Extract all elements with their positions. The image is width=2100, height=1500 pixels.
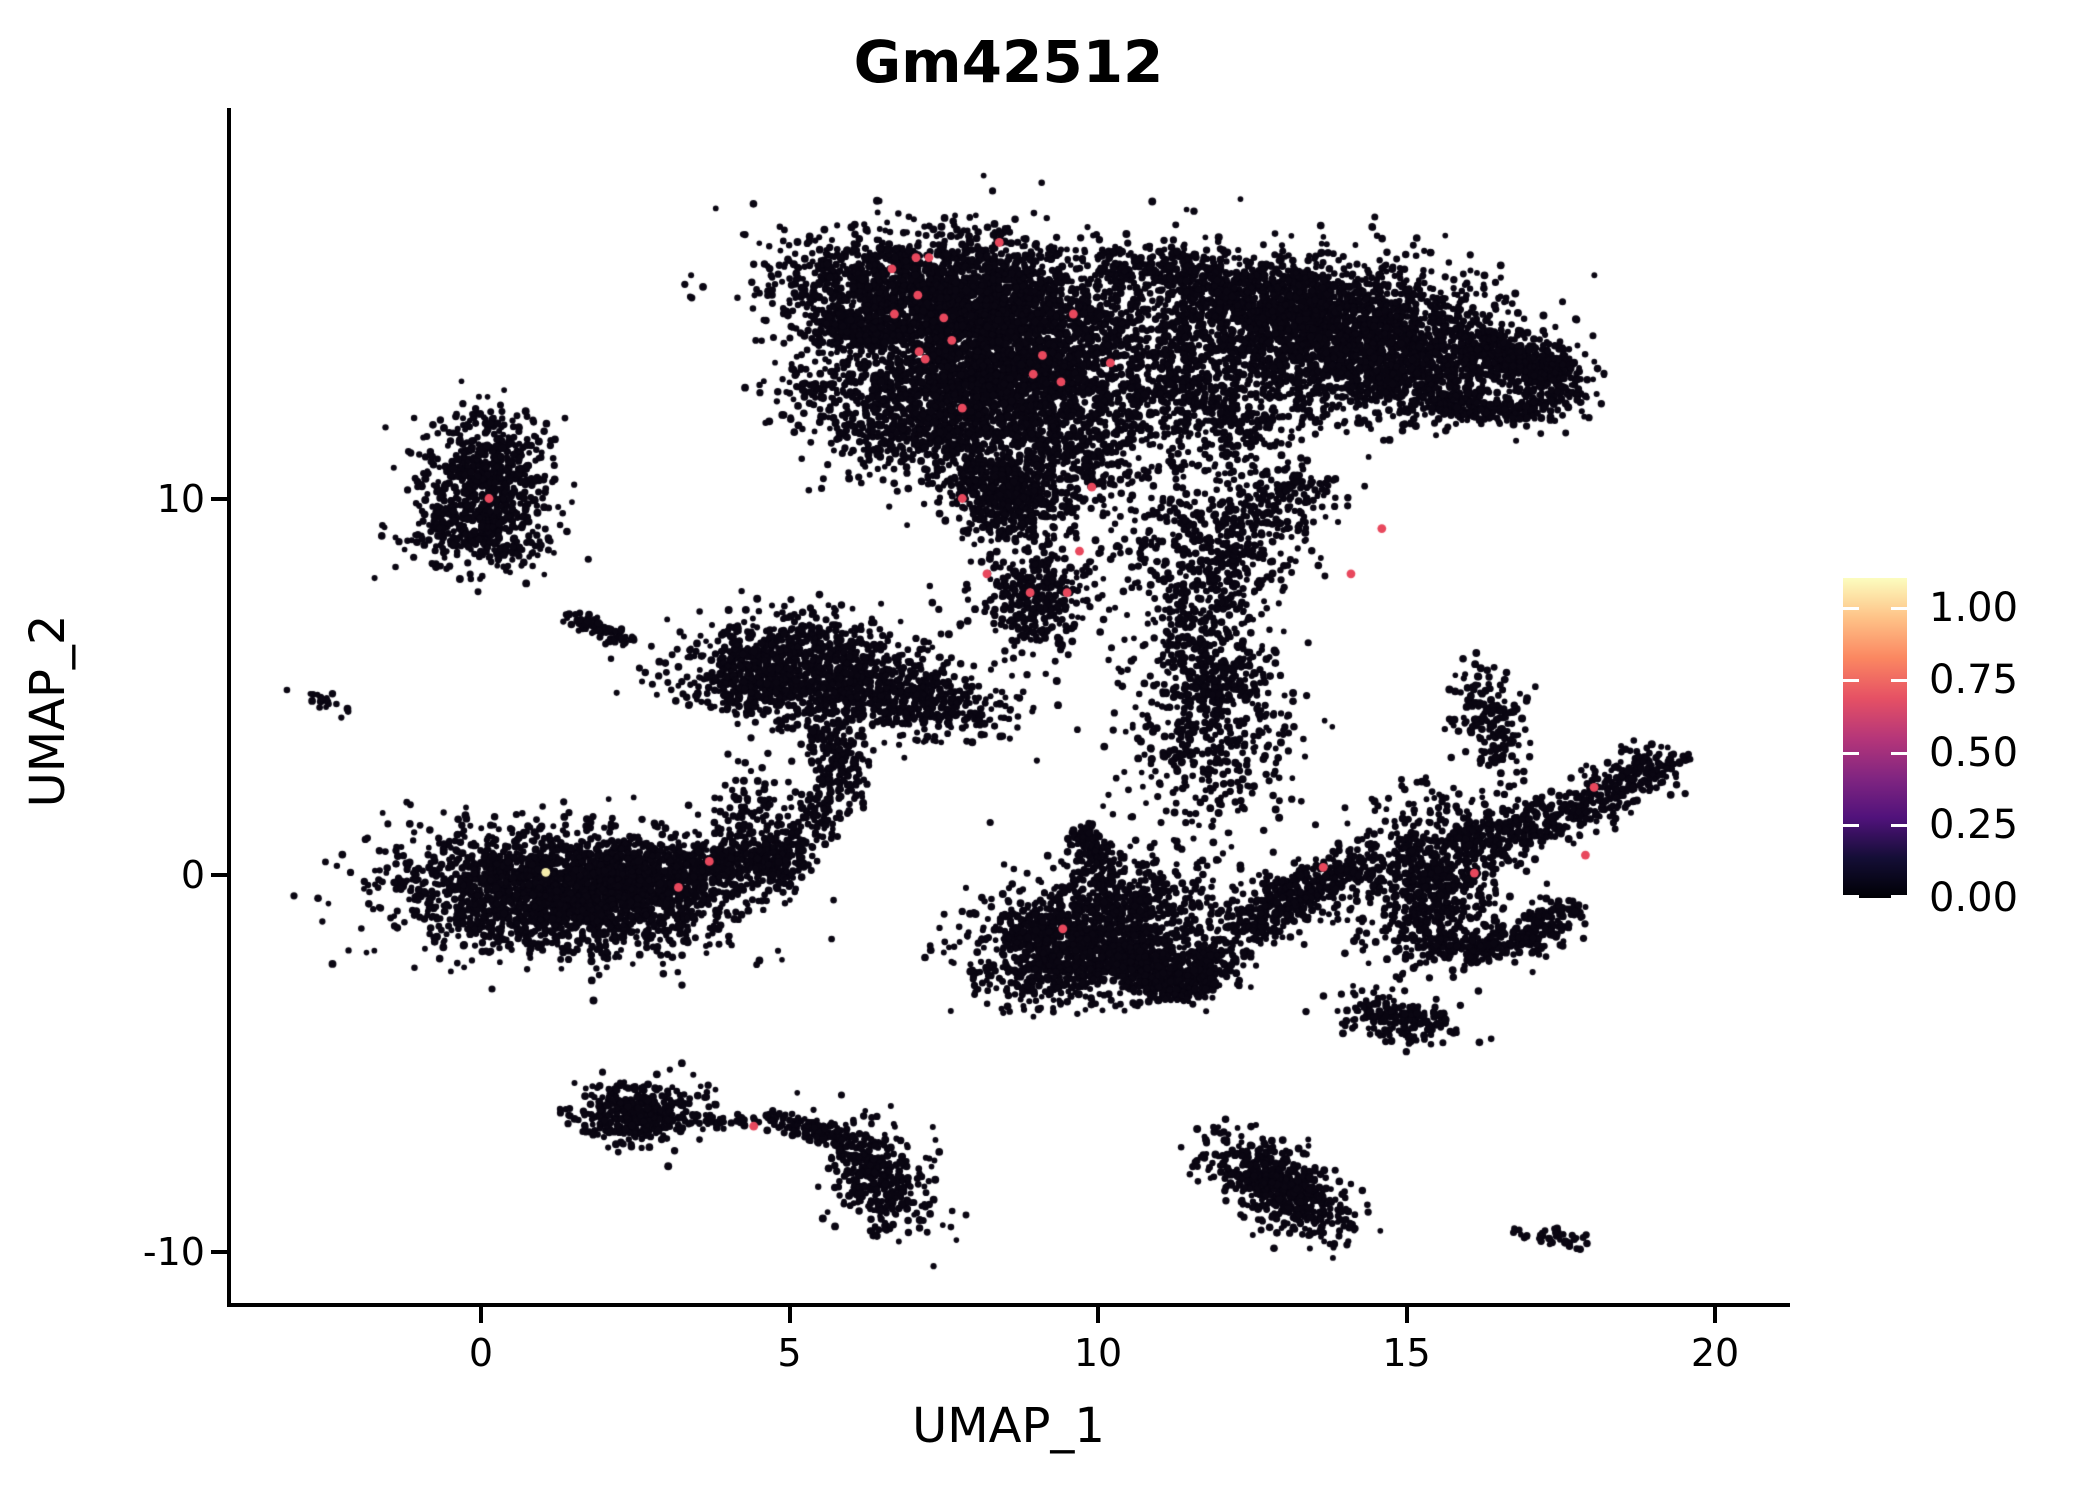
colorbar-legend: 1.00 0.75 0.50 0.25 0.00 (1843, 578, 2100, 918)
x-tick-mark (1713, 1307, 1717, 1323)
colorbar-tick-mark (1843, 823, 1859, 827)
colorbar-gradient (1843, 578, 1907, 898)
x-tick-mark (1404, 1307, 1409, 1323)
plot-title: Gm42512 (853, 28, 1164, 96)
y-tick-mark (211, 873, 227, 877)
colorbar-tick-label: 1.00 (1929, 585, 2019, 632)
x-tick-label: 20 (1690, 1331, 1740, 1375)
x-tick-label: 10 (1073, 1331, 1123, 1375)
colorbar-tick-mark (1843, 751, 1859, 755)
colorbar-tick-mark (1891, 751, 1907, 755)
y-axis-line (227, 108, 231, 1307)
y-tick-mark (211, 1249, 227, 1254)
colorbar-tick-mark (1843, 606, 1859, 610)
x-axis-title: UMAP_1 (912, 1398, 1105, 1454)
x-tick-label: 5 (777, 1331, 802, 1375)
colorbar-tick-mark (1891, 895, 1907, 898)
colorbar-tick-mark (1891, 606, 1907, 610)
colorbar-tick-mark (1891, 823, 1907, 827)
colorbar-tick-mark (1843, 678, 1859, 682)
x-tick-mark (787, 1307, 792, 1323)
colorbar-tick-label: 0.25 (1929, 802, 2019, 849)
y-tick-label: 10 (156, 476, 205, 521)
y-axis-title: UMAP_2 (20, 614, 76, 808)
colorbar-tick-mark (1891, 678, 1907, 682)
x-axis-line (227, 1303, 1790, 1307)
y-tick-mark (211, 496, 227, 501)
y-tick-label: 0 (180, 853, 205, 897)
x-tick-label: 15 (1382, 1331, 1431, 1375)
colorbar-tick-label: 0.50 (1929, 730, 2019, 777)
x-tick-mark (1096, 1307, 1100, 1323)
colorbar-tick-label: 0.75 (1929, 657, 2019, 704)
colorbar-tick-mark (1843, 895, 1859, 898)
y-tick-label: -10 (142, 1229, 205, 1274)
x-tick-label: 0 (468, 1331, 494, 1375)
colorbar-tick-label: 0.00 (1929, 875, 2019, 921)
x-tick-mark (479, 1307, 483, 1323)
